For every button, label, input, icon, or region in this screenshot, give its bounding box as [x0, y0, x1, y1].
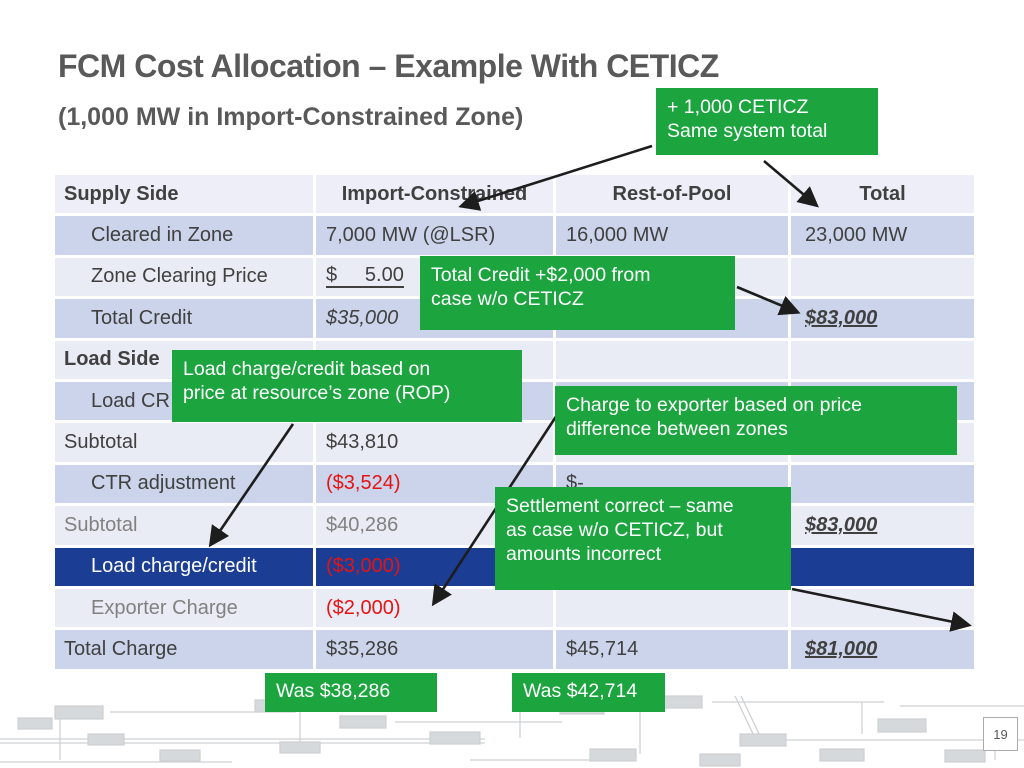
table-cell [791, 340, 974, 379]
row-label: Subtotal [55, 423, 316, 462]
table-cell: $35,286 [316, 630, 556, 669]
table-cell: 16,000 MW [556, 216, 791, 255]
table-cell: $83,000 [791, 506, 974, 545]
page-number-badge: 19 [983, 717, 1018, 751]
row-label: Zone Clearing Price [55, 257, 316, 297]
table-cell [791, 257, 974, 297]
callout-line: difference between zones [566, 418, 788, 441]
callout-line: amounts incorrect [506, 543, 661, 566]
table-cell: 7,000 MW (@LSR) [316, 216, 556, 255]
row-label: Exporter Charge [55, 588, 316, 628]
table-cell: 23,000 MW [791, 216, 974, 255]
callout-was-38286: Was $38,286 [265, 673, 437, 712]
table-cell: $43,810 [316, 423, 556, 462]
table-cell [556, 588, 791, 628]
callout-line: Load charge/credit based on [183, 358, 431, 380]
table-cell: ($2,000) [316, 588, 556, 628]
table-header-row: Supply Side Import-Constrained Rest-of-Poo… [55, 175, 974, 214]
page-subtitle: (1,000 MW in Import-Constrained Zone) [58, 103, 524, 131]
table-cell [791, 464, 974, 504]
circuit-pattern [0, 694, 1024, 767]
table-row: Exporter Charge ($2,000) [55, 588, 974, 628]
table-cell: $81,000 [791, 630, 974, 669]
callout-add-ceticz: + 1,000 CETICZ Same system total [656, 88, 878, 155]
table-cell: $83,000 [791, 299, 974, 338]
callout-settlement-note: Settlement correct – same as case w/o CE… [495, 487, 791, 590]
table-cell: Rest-of-Pool [556, 175, 791, 214]
callout-line: Settlement correct – same [506, 495, 734, 517]
callout-line: price at resource’s zone (ROP) [183, 382, 451, 405]
callout-line: Was $38,286 [276, 680, 391, 702]
callout-was-42714: Was $42,714 [512, 673, 665, 712]
callout-line: Total Credit +$2,000 from [431, 264, 651, 286]
table-row: Cleared in Zone 7,000 MW (@LSR) 16,000 MW 2… [55, 216, 974, 255]
table-cell: Import-Constrained [316, 175, 556, 214]
table-cell [556, 340, 791, 379]
row-label: Total Credit [55, 299, 316, 338]
table-cell [791, 547, 974, 586]
row-label: Load charge/credit [55, 547, 316, 586]
callout-load-charge-basis: Load charge/credit based on price at res… [172, 350, 522, 422]
page-title: FCM Cost Allocation – Example With CETIC… [58, 48, 719, 84]
row-label: Total Charge [55, 630, 316, 669]
table-cell: Total [791, 175, 974, 214]
callout-exporter-charge-basis: Charge to exporter based on price differ… [555, 386, 957, 455]
callout-line: Was $42,714 [523, 680, 638, 702]
callout-line: Same system total [667, 120, 828, 143]
row-label: CTR adjustment [55, 464, 316, 504]
callout-line: case w/o CETICZ [431, 288, 584, 311]
row-label: Supply Side [55, 175, 316, 214]
table-cell: $45,714 [556, 630, 791, 669]
callout-total-credit-delta: Total Credit +$2,000 from case w/o CETIC… [420, 256, 735, 330]
table-row: Total Charge $35,286 $45,714 $81,000 [55, 630, 974, 669]
callout-line: + 1,000 CETICZ [667, 96, 809, 118]
callout-line: Charge to exporter based on price [566, 394, 862, 416]
row-label: Subtotal [55, 506, 316, 545]
callout-line: as case w/o CETICZ, but [506, 519, 723, 542]
row-label: Cleared in Zone [55, 216, 316, 255]
table-cell [791, 588, 974, 628]
